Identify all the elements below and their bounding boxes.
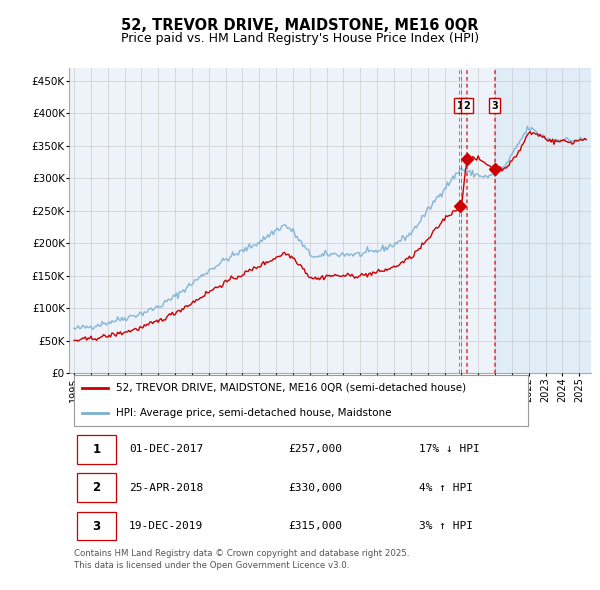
Text: 3: 3: [92, 520, 100, 533]
Text: 3: 3: [491, 100, 498, 110]
Text: HPI: Average price, semi-detached house, Maidstone: HPI: Average price, semi-detached house,…: [116, 408, 391, 418]
Text: 19-DEC-2019: 19-DEC-2019: [129, 521, 203, 531]
Text: £330,000: £330,000: [288, 483, 342, 493]
Text: 1: 1: [457, 100, 463, 110]
Text: 25-APR-2018: 25-APR-2018: [129, 483, 203, 493]
Text: £257,000: £257,000: [288, 444, 342, 454]
Text: 52, TREVOR DRIVE, MAIDSTONE, ME16 0QR (semi-detached house): 52, TREVOR DRIVE, MAIDSTONE, ME16 0QR (s…: [116, 383, 466, 393]
Text: £315,000: £315,000: [288, 521, 342, 531]
Text: 52, TREVOR DRIVE, MAIDSTONE, ME16 0QR: 52, TREVOR DRIVE, MAIDSTONE, ME16 0QR: [121, 18, 479, 32]
FancyBboxPatch shape: [77, 473, 116, 502]
FancyBboxPatch shape: [77, 435, 116, 464]
Text: Contains HM Land Registry data © Crown copyright and database right 2025.
This d: Contains HM Land Registry data © Crown c…: [74, 549, 410, 570]
Text: 3% ↑ HPI: 3% ↑ HPI: [419, 521, 473, 531]
Text: 01-DEC-2017: 01-DEC-2017: [129, 444, 203, 454]
FancyBboxPatch shape: [74, 375, 529, 426]
Text: 2: 2: [463, 100, 470, 110]
Text: Price paid vs. HM Land Registry's House Price Index (HPI): Price paid vs. HM Land Registry's House …: [121, 32, 479, 45]
FancyBboxPatch shape: [77, 512, 116, 540]
Text: 4% ↑ HPI: 4% ↑ HPI: [419, 483, 473, 493]
Text: 1: 1: [92, 442, 100, 455]
Text: 2: 2: [92, 481, 100, 494]
Text: 17% ↓ HPI: 17% ↓ HPI: [419, 444, 479, 454]
Bar: [495, 68, 596, 373]
